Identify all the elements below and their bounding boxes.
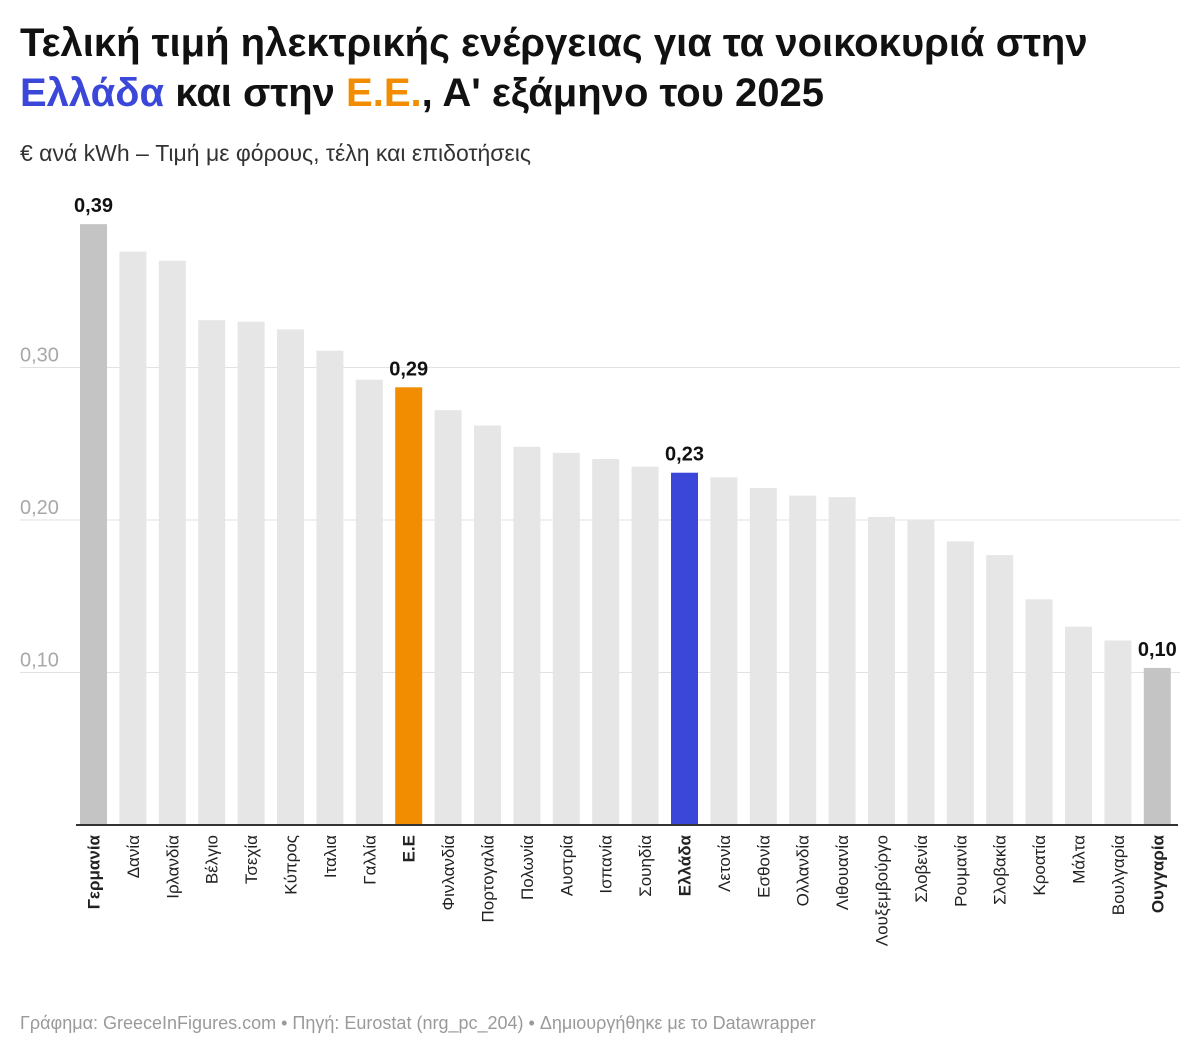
category-label: Ιρλανδία <box>163 835 182 899</box>
bar <box>513 446 541 825</box>
category-label: Λιθουανία <box>833 835 852 910</box>
category-label: Ελλάδα <box>676 834 695 896</box>
bar <box>592 459 620 825</box>
title-part1: Τελική τιμή ηλεκτρικής ενέργειας για τα … <box>20 21 1088 65</box>
bar <box>355 379 383 825</box>
category-label: Γερμανία <box>85 834 104 909</box>
category-label: Πολωνία <box>518 835 537 900</box>
data-label: 0,10 <box>1138 639 1177 661</box>
bar <box>631 466 659 825</box>
category-label: Κύπρος <box>282 835 301 895</box>
category-label: Σλοβακία <box>991 835 1010 905</box>
bar <box>198 320 226 825</box>
bar <box>1104 640 1132 825</box>
bar <box>1025 599 1053 825</box>
category-label: Ολλανδία <box>794 835 813 907</box>
category-label: Ε.Ε <box>400 835 419 862</box>
bar <box>552 452 580 825</box>
category-label: Τσεχία <box>242 835 261 884</box>
category-label: Σουηδία <box>636 835 655 897</box>
bar <box>80 224 107 825</box>
title-eu-highlight: Ε.Ε. <box>346 71 422 115</box>
bar <box>749 487 777 825</box>
category-label: Βουλγαρία <box>1109 835 1128 915</box>
bar <box>277 329 304 825</box>
category-label: Ιταλια <box>321 835 340 878</box>
category-label: Μάλτα <box>1070 835 1089 884</box>
data-label: 0,39 <box>74 195 113 217</box>
category-label: Σλοβενία <box>912 835 931 903</box>
bar <box>474 425 501 825</box>
bar <box>671 472 698 825</box>
title-part3: , Α' εξάμηνο του 2025 <box>421 71 825 115</box>
chart-title: Τελική τιμή ηλεκτρικής ενέργειας για τα … <box>20 18 1190 118</box>
category-label: Βέλγιο <box>203 835 222 884</box>
category-label: Ουγγαρία <box>1148 834 1167 913</box>
category-label: Δανία <box>124 835 143 878</box>
category-label: Πορτογαλία <box>479 835 498 923</box>
bar <box>316 350 344 825</box>
bar <box>789 495 817 825</box>
bar <box>946 541 974 825</box>
data-label: 0,29 <box>389 358 428 380</box>
category-label: Λετονία <box>715 835 734 892</box>
category-label: Φινλανδία <box>439 835 458 911</box>
data-label: 0,23 <box>665 444 704 466</box>
bar <box>395 387 423 825</box>
bar-chart: 0,10 0,20 0,30 Γερμανία Δανία Ιρλανδία Βέλγιο Τ… <box>20 195 1180 946</box>
bar <box>868 516 895 825</box>
bar <box>158 260 186 825</box>
y-tick-label: 0,20 <box>20 497 59 519</box>
bar <box>1143 667 1171 825</box>
bar <box>828 497 856 825</box>
category-label: Γαλλία <box>360 835 379 885</box>
bar <box>119 251 147 826</box>
bar <box>1065 626 1092 825</box>
category-label: Κροατία <box>1030 835 1049 896</box>
category-label: Ρουμανία <box>951 835 970 907</box>
bar <box>237 321 265 825</box>
bar <box>986 555 1014 825</box>
bar <box>710 477 738 825</box>
y-tick-label: 0,10 <box>20 650 59 672</box>
bar <box>434 410 462 825</box>
category-label: Ισπανία <box>597 835 616 894</box>
title-greece-highlight: Ελλάδα <box>20 71 165 115</box>
chart-subtitle: € ανά kWh – Τιμή με φόρους, τέλη και επι… <box>20 140 531 166</box>
chart-footer: Γράφημα: GreeceInFigures.com • Πηγή: Eur… <box>20 1013 816 1033</box>
category-label: Εσθονία <box>754 835 773 898</box>
category-label: Αυστρία <box>557 835 576 896</box>
category-label: Λουξεμβούργο <box>873 835 892 946</box>
y-tick-label: 0,30 <box>20 345 59 367</box>
title-part2: και στην <box>164 71 347 115</box>
bar <box>907 520 935 825</box>
